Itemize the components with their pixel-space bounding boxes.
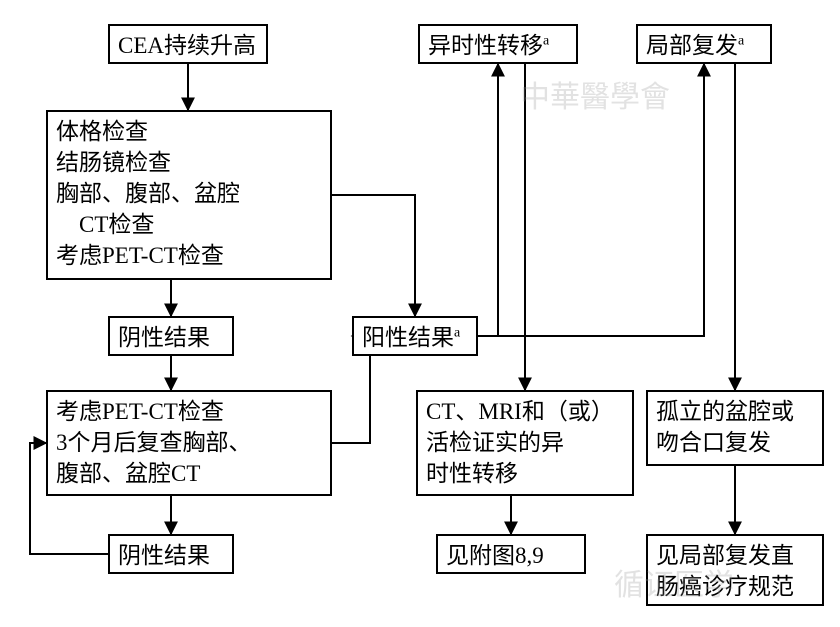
edge-pos-localrec — [478, 64, 704, 336]
node-neg1: 阴性结果 — [108, 316, 234, 356]
node-seelocal: 见局部复发直 肠癌诊疗规范 — [646, 534, 824, 606]
edges-layer — [0, 0, 840, 627]
node-label: 见附图8,9 — [446, 543, 544, 568]
node-pos: 阳性结果a — [352, 316, 478, 356]
node-label: CT、MRI和（或） 活检证实的异 时性转移 — [426, 399, 614, 486]
node-label: 阳性结果 — [362, 325, 454, 350]
flowchart-canvas: CEA持续升高异时性转移a局部复发a体格检查 结肠镜检查 胸部、腹部、盆腔 CT… — [0, 0, 840, 627]
node-cea: CEA持续升高 — [108, 24, 268, 64]
node-label: CEA持续升高 — [118, 33, 256, 58]
node-label: 考虑PET-CT检查 3个月后复查胸部、 腹部、盆腔CT — [56, 399, 252, 486]
node-isolated: 孤立的盆腔或 吻合口复发 — [646, 390, 824, 466]
node-ctmri: CT、MRI和（或） 活检证实的异 时性转移 — [416, 390, 634, 496]
node-neg2: 阴性结果 — [108, 534, 234, 574]
node-label: 孤立的盆腔或 吻合口复发 — [656, 399, 794, 455]
edge-pos-metasync — [478, 64, 498, 336]
node-sup: a — [543, 33, 549, 48]
watermark: 中華醫學會 — [520, 72, 670, 116]
node-localrec: 局部复发a — [636, 24, 772, 64]
edge-exam-pos — [332, 195, 415, 316]
node-label: 见局部复发直 肠癌诊疗规范 — [656, 543, 794, 599]
node-sup: a — [738, 33, 744, 48]
node-label: 局部复发 — [646, 33, 738, 58]
node-label: 异时性转移 — [428, 33, 543, 58]
node-label: 体格检查 结肠镜检查 胸部、腹部、盆腔 CT检查 考虑PET-CT检查 — [56, 119, 240, 268]
node-sup: a — [454, 325, 460, 340]
node-label: 阴性结果 — [118, 325, 210, 350]
node-metasync: 异时性转移a — [418, 24, 578, 64]
node-exam: 体格检查 结肠镜检查 胸部、腹部、盆腔 CT检查 考虑PET-CT检查 — [46, 110, 332, 280]
node-petct: 考虑PET-CT检查 3个月后复查胸部、 腹部、盆腔CT — [46, 390, 332, 496]
node-fig89: 见附图8,9 — [436, 534, 586, 574]
node-label: 阴性结果 — [118, 543, 210, 568]
